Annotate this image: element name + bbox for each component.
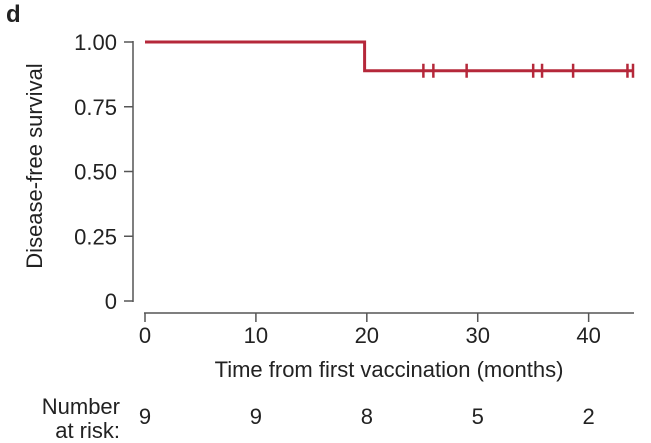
panel-letter: d [6,1,21,28]
risk-table-value: 9 [139,404,151,429]
x-tick-label: 30 [465,323,489,348]
y-axis-label: Disease-free survival [22,63,47,268]
x-tick-label: 20 [355,323,379,348]
x-axis-label: Time from first vaccination (months) [215,357,564,382]
y-tick-label: 0.25 [74,224,117,249]
x-tick-label: 40 [576,323,600,348]
x-axis: 0 10 20 30 40 [139,312,634,348]
risk-table-label-line2: at risk: [55,418,120,443]
x-tick-label: 10 [244,323,268,348]
risk-table-value: 9 [250,404,262,429]
risk-table-value: 2 [583,404,595,429]
y-tick-label: 0.75 [74,95,117,120]
y-axis: 0 0.25 0.50 0.75 1.00 [74,30,134,314]
y-tick-label: 1.00 [74,30,117,55]
survival-step-line [145,40,633,73]
y-tick-label: 0 [105,289,117,314]
y-tick-label: 0.50 [74,160,117,185]
risk-table-value: 5 [472,404,484,429]
series-layer [145,40,635,78]
risk-table-value: 8 [361,404,373,429]
x-tick-label: 0 [139,323,151,348]
risk-table-label-line1: Number [42,394,120,419]
risk-table: Number at risk: 9 9 8 5 2 [42,394,595,443]
